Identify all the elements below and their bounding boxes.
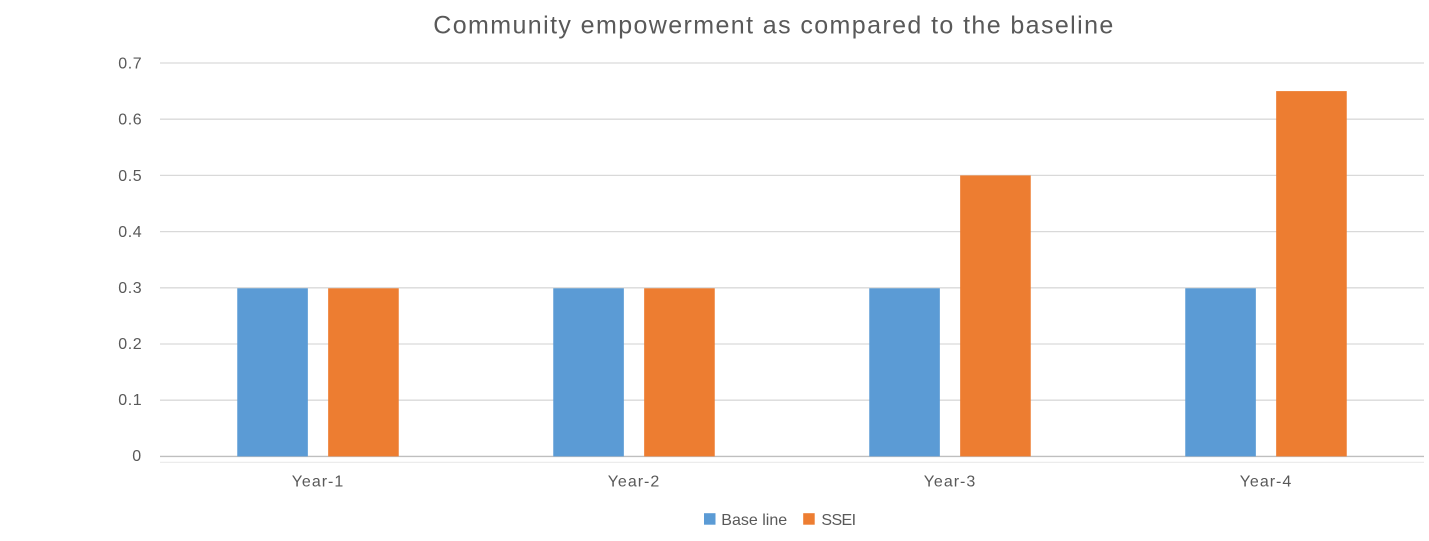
svg-text:0.6: 0.6: [118, 112, 142, 129]
svg-text:Base line: Base line: [721, 512, 787, 529]
svg-text:0.5: 0.5: [118, 168, 142, 185]
svg-text:Year-4: Year-4: [1240, 474, 1293, 491]
svg-text:0.3: 0.3: [118, 280, 142, 297]
svg-text:Community empowerment as compa: Community empowerment as compared to the…: [433, 11, 1114, 39]
svg-text:SSEI: SSEI: [821, 512, 855, 529]
svg-text:0.7: 0.7: [118, 56, 142, 73]
svg-text:Year-1: Year-1: [292, 474, 345, 491]
svg-text:Year-2: Year-2: [608, 474, 661, 491]
svg-text:0: 0: [132, 448, 142, 465]
svg-text:Year-3: Year-3: [924, 474, 977, 491]
svg-text:0.4: 0.4: [118, 224, 142, 241]
svg-text:0.1: 0.1: [118, 392, 142, 409]
svg-text:0.2: 0.2: [118, 336, 142, 353]
